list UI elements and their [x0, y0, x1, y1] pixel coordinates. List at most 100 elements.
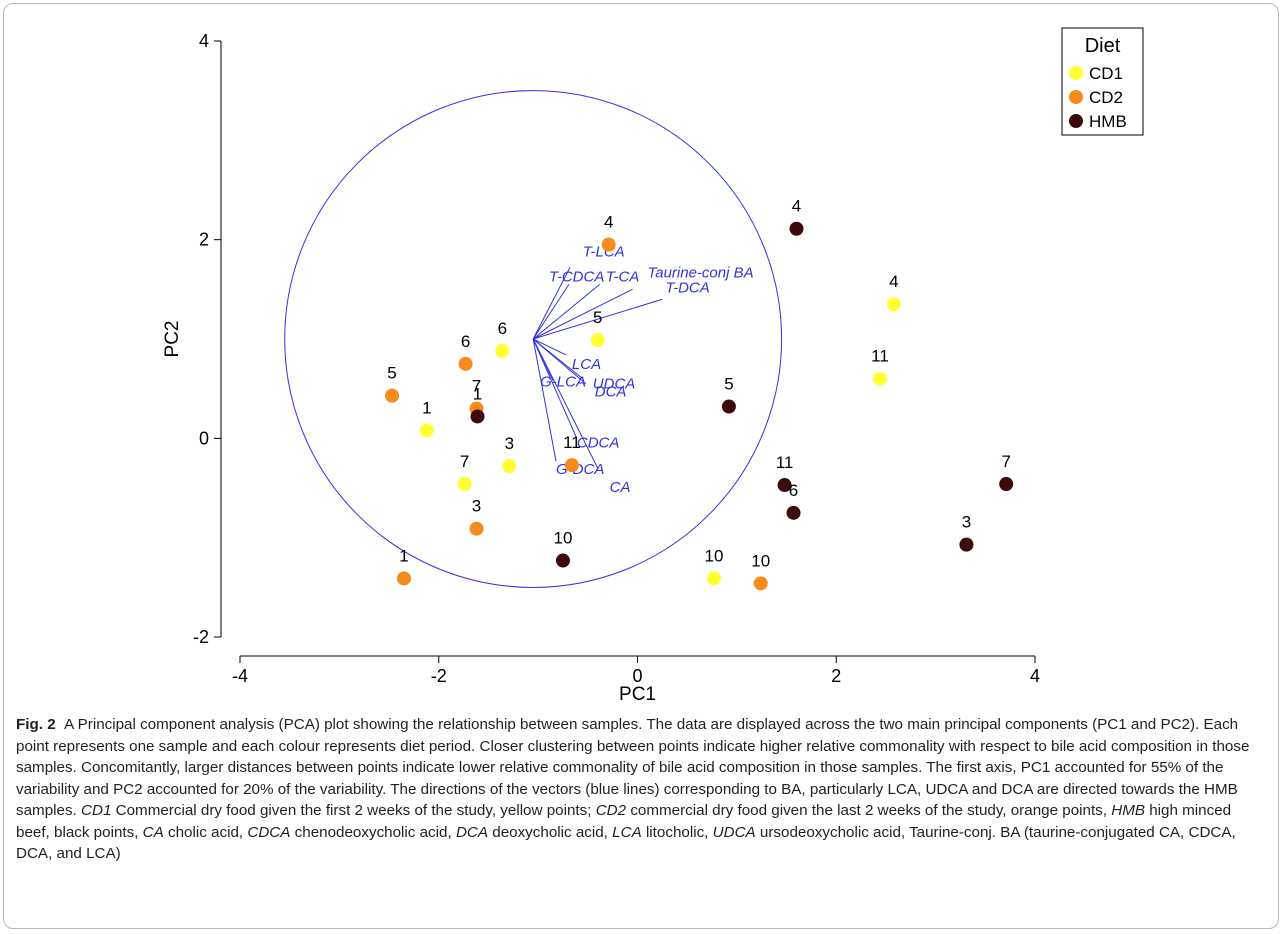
point-cd2 [601, 237, 616, 252]
point-hmb [999, 477, 1014, 492]
point-hmb [721, 399, 736, 414]
caption-def-udca: ursodeoxycholic acid, Taurine-conj. BA (… [16, 823, 1236, 863]
legend-title: Diet [1085, 35, 1121, 57]
caption-abbr-ca: CA [142, 823, 164, 841]
point-label: 7 [1001, 452, 1010, 471]
x-tick-label: 2 [831, 666, 841, 686]
legend-label-hmb: HMB [1089, 112, 1127, 131]
vector-label: T-DCA [665, 279, 709, 296]
caption-def-cd2: commercial dry food given the last 2 wee… [630, 802, 1107, 819]
point-label: 7 [472, 377, 481, 396]
caption-abbr-lca: LCA [612, 823, 642, 841]
point-cd1 [502, 459, 517, 474]
point-label: 4 [604, 213, 613, 232]
legend-swatch-cd1 [1069, 66, 1083, 80]
point-cd1 [590, 332, 605, 347]
caption-abbr-cd2: CD2 [595, 802, 627, 819]
point-cd1 [419, 423, 434, 438]
point-label: 5 [387, 364, 396, 383]
point-label: 1 [422, 398, 431, 417]
y-tick-label: 0 [199, 428, 209, 448]
point-hmb [555, 553, 570, 568]
point-label: 3 [472, 497, 481, 516]
point-cd1 [707, 571, 722, 586]
point-label: 5 [724, 375, 733, 394]
caption-def-lca: litocholic, [645, 823, 709, 841]
point-label: 10 [751, 551, 770, 570]
plot-axes: -4 -2 0 2 4 -2 0 2 4 PC1 PC2 [162, 31, 1040, 705]
correlation-circle [284, 90, 783, 588]
caption-def-ca: cholic acid, [168, 823, 244, 841]
caption-abbr-udca: UDCA [712, 823, 756, 841]
point-label: 11 [563, 433, 581, 452]
point-label: 4 [792, 197, 801, 216]
point-cd2 [396, 571, 411, 586]
vector-label: Taurine-conj BA [647, 264, 753, 281]
point-hmb [789, 221, 804, 236]
point-cd1 [872, 371, 887, 386]
legend-label-cd1: CD1 [1089, 64, 1123, 83]
vector-label: G-LCA [540, 374, 586, 391]
legend-box [1061, 27, 1144, 136]
point-label: 6 [498, 319, 507, 338]
caption-text: A Principal component analysis (PCA) plo… [16, 716, 1250, 819]
legend-swatch-hmb [1069, 114, 1083, 128]
point-label: 1 [399, 546, 408, 565]
figure-caption: Fig. 2 A Principal component analysis (P… [16, 714, 1268, 865]
caption-abbr-cd1: CD1 [81, 802, 112, 819]
point-label: 10 [705, 546, 724, 565]
point-cd2 [385, 388, 400, 403]
point-hmb [786, 505, 801, 520]
caption-def-cdca: chenodeoxycholic acid, [294, 823, 452, 841]
y-axis-title: PC2 [162, 321, 183, 358]
point-label: 5 [593, 308, 602, 327]
vector-dca [532, 338, 587, 385]
caption-abbr-dca: DCA [455, 823, 489, 841]
caption-def-hmb: high minced beef, black points, [16, 802, 1232, 841]
x-tick-label: -4 [232, 666, 248, 686]
x-tick-label: -2 [431, 666, 447, 686]
vector-label: G-DCA [556, 461, 604, 478]
point-label: 11 [776, 453, 794, 472]
point-cd1 [495, 343, 510, 358]
point-cd1 [457, 477, 472, 492]
x-axis-title: PC1 [619, 684, 656, 705]
y-tick-label: 4 [199, 31, 209, 51]
point-label: 6 [789, 481, 798, 500]
y-tick-label: -2 [193, 627, 209, 647]
point-cd2 [469, 521, 484, 536]
vector-label: DCA [595, 384, 627, 401]
point-label: 7 [460, 452, 469, 471]
vector-label: T-CA [606, 268, 640, 285]
vector-label: UDCA [593, 376, 636, 393]
x-tick-label: 4 [1030, 666, 1040, 686]
diet-legend: Diet CD1 CD2 HMB [1061, 27, 1144, 136]
vector-ca [532, 338, 599, 469]
point-label: 10 [554, 529, 573, 548]
vector-t-cdca [532, 284, 570, 340]
point-cd2 [753, 576, 768, 591]
vector-label: CDCA [577, 434, 620, 451]
vector-label: T-CDCA [549, 268, 604, 285]
point-cd1 [886, 297, 901, 312]
vector-t-ca [532, 283, 601, 340]
point-label: 3 [962, 513, 971, 532]
caption-def-cd1: Commercial dry food given the first 2 we… [115, 802, 592, 819]
point-hmb [777, 478, 792, 493]
caption-abbr-hmb: HMB [1111, 802, 1145, 819]
vector-taurine-conj-ba [532, 288, 633, 340]
legend-swatch-cd2 [1069, 90, 1083, 104]
caption-def-dca: deoxycholic acid, [492, 823, 608, 841]
caption-abbr-cdca: CDCA [247, 823, 291, 841]
point-hmb [959, 537, 974, 552]
vector-label: CA [610, 479, 631, 496]
vector-t-lca [532, 267, 571, 340]
caption-fig-label: Fig. 2 [16, 716, 56, 733]
y-tick-label: 2 [199, 230, 209, 250]
point-label: 6 [461, 332, 470, 351]
vector-g-dca [532, 338, 557, 462]
point-label: 3 [505, 434, 514, 453]
